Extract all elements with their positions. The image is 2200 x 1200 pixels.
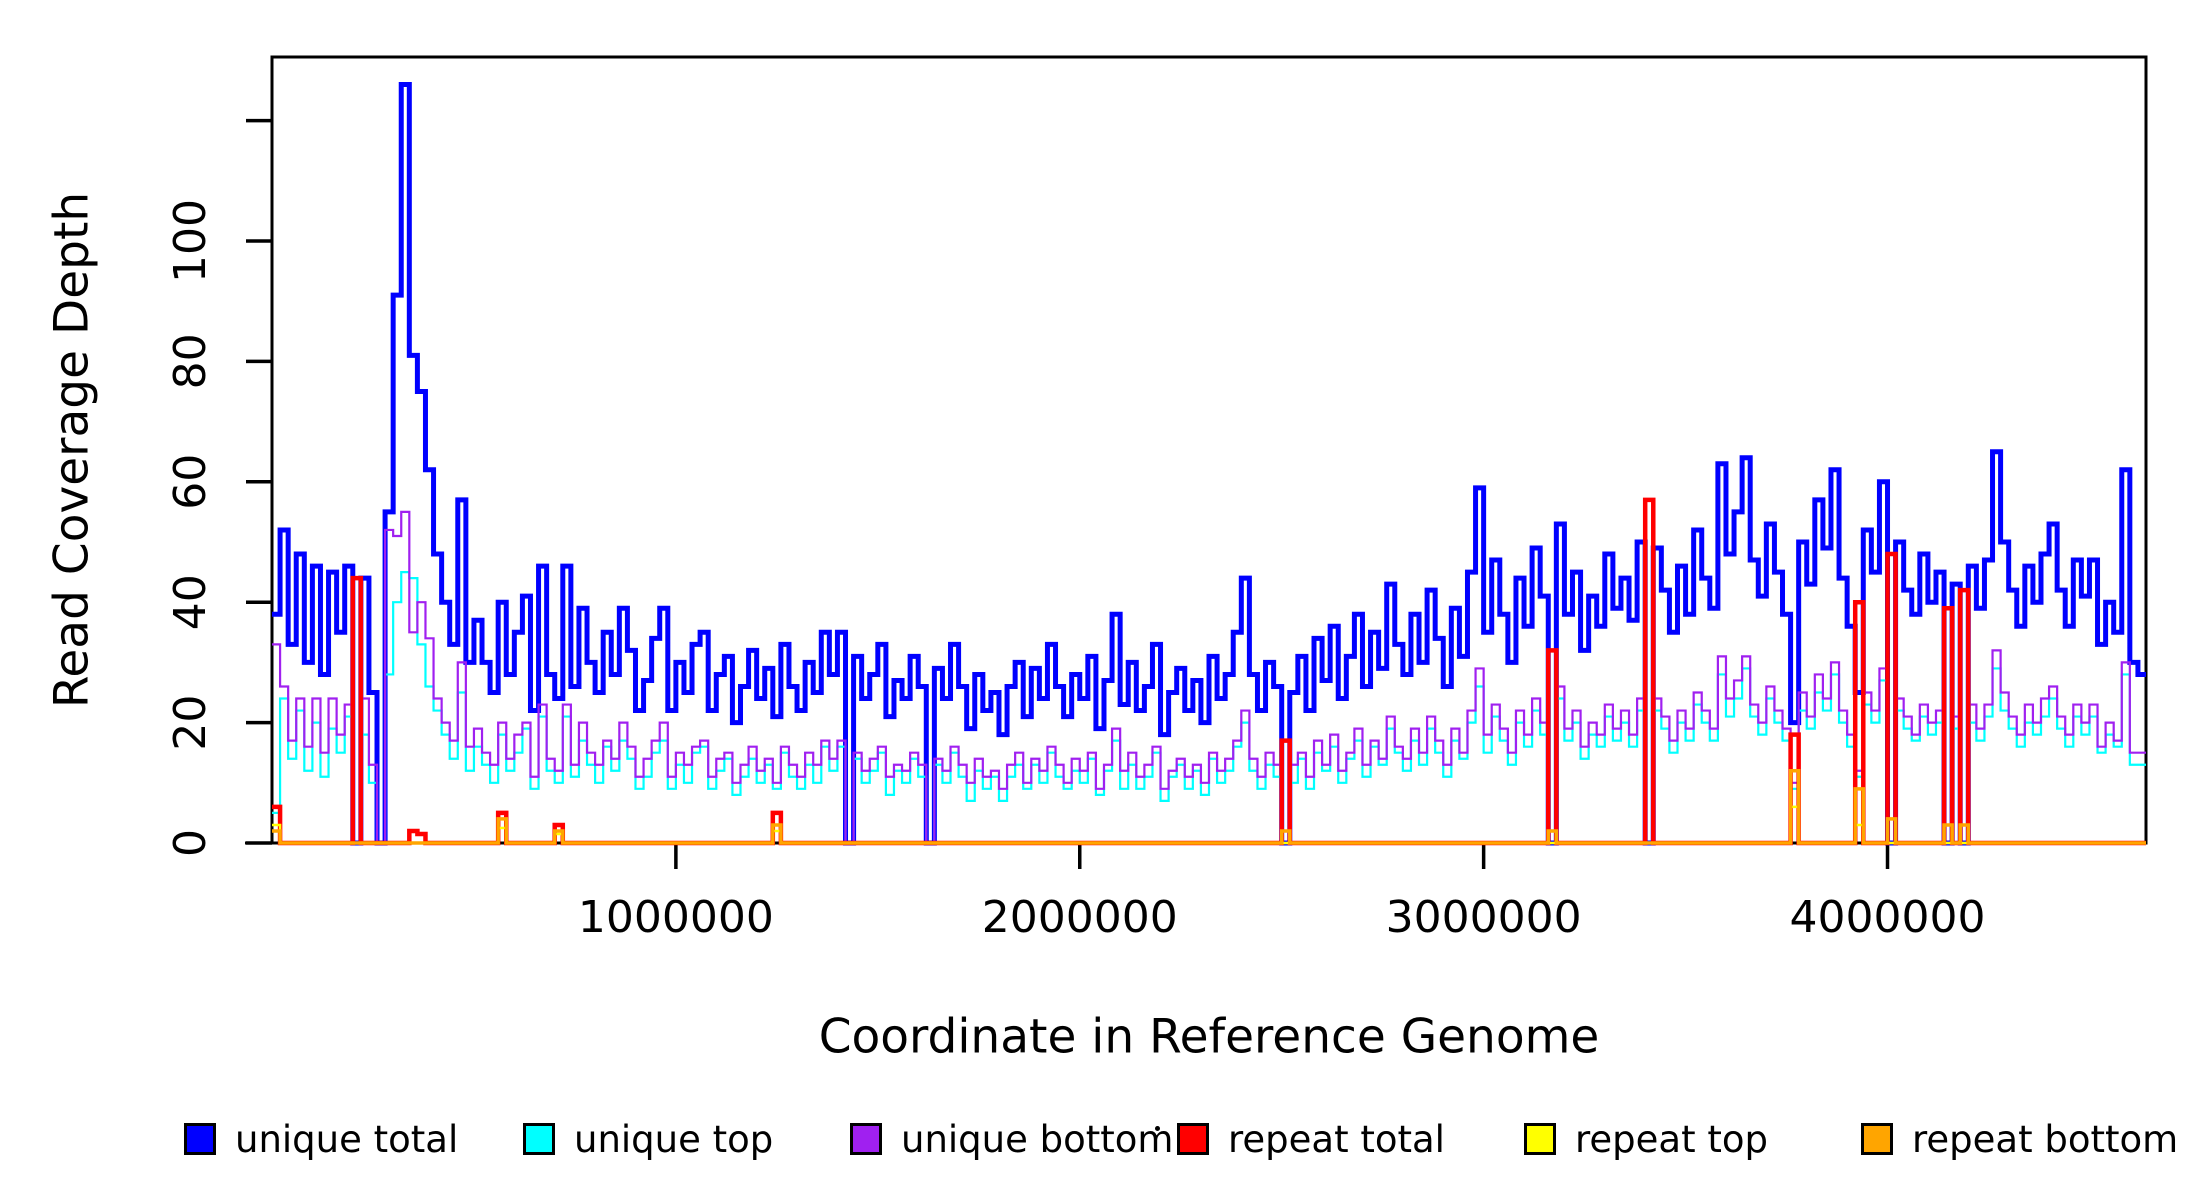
legend-label: unique top xyxy=(574,1117,774,1161)
legend-item-unique-total: unique total xyxy=(184,1118,458,1161)
unique-top-swatch-icon xyxy=(523,1123,555,1155)
legend-label: repeat top xyxy=(1575,1117,1768,1161)
x-tick-label: 4000000 xyxy=(1790,892,1986,943)
legend-label: unique total xyxy=(235,1117,459,1161)
y-tick-label: 60 xyxy=(165,454,216,510)
repeat-bottom-swatch-icon xyxy=(1861,1123,1893,1155)
legend-item-repeat-top: repeat top xyxy=(1524,1118,1768,1161)
x-axis-title: Coordinate in Reference Genome xyxy=(818,1009,1600,1065)
series-unique-total-line xyxy=(272,81,2146,846)
y-tick-label: 100 xyxy=(165,199,216,283)
legend-item-repeat-total: repeat total xyxy=(1177,1118,1445,1161)
x-tick-label: 1000000 xyxy=(578,892,774,943)
stray-dot-artifact xyxy=(1155,1126,1160,1131)
unique-total-swatch-icon xyxy=(184,1123,216,1155)
unique-bottom-swatch-icon xyxy=(850,1123,882,1155)
legend-item-repeat-bottom: repeat bottom xyxy=(1861,1118,2178,1161)
series-repeat-bottom-line xyxy=(272,769,2146,845)
legend-label: repeat total xyxy=(1228,1117,1445,1161)
repeat-total-swatch-icon xyxy=(1177,1123,1209,1155)
y-tick-label: 0 xyxy=(165,829,216,857)
y-tick-label: 40 xyxy=(165,574,216,630)
legend-item-unique-bottom: unique bottom xyxy=(850,1118,1173,1161)
y-tick-label: 80 xyxy=(165,333,216,389)
legend-item-unique-top: unique top xyxy=(523,1118,773,1161)
legend-label: unique bottom xyxy=(901,1117,1174,1161)
y-axis-title: Read Coverage Depth xyxy=(44,191,100,709)
x-tick-label: 2000000 xyxy=(982,892,1178,943)
repeat-top-swatch-icon xyxy=(1524,1123,1556,1155)
x-tick-label: 3000000 xyxy=(1386,892,1582,943)
legend-label: repeat bottom xyxy=(1912,1117,2179,1161)
series-unique-bottom-line xyxy=(272,510,2146,845)
y-tick-label: 20 xyxy=(165,695,216,751)
